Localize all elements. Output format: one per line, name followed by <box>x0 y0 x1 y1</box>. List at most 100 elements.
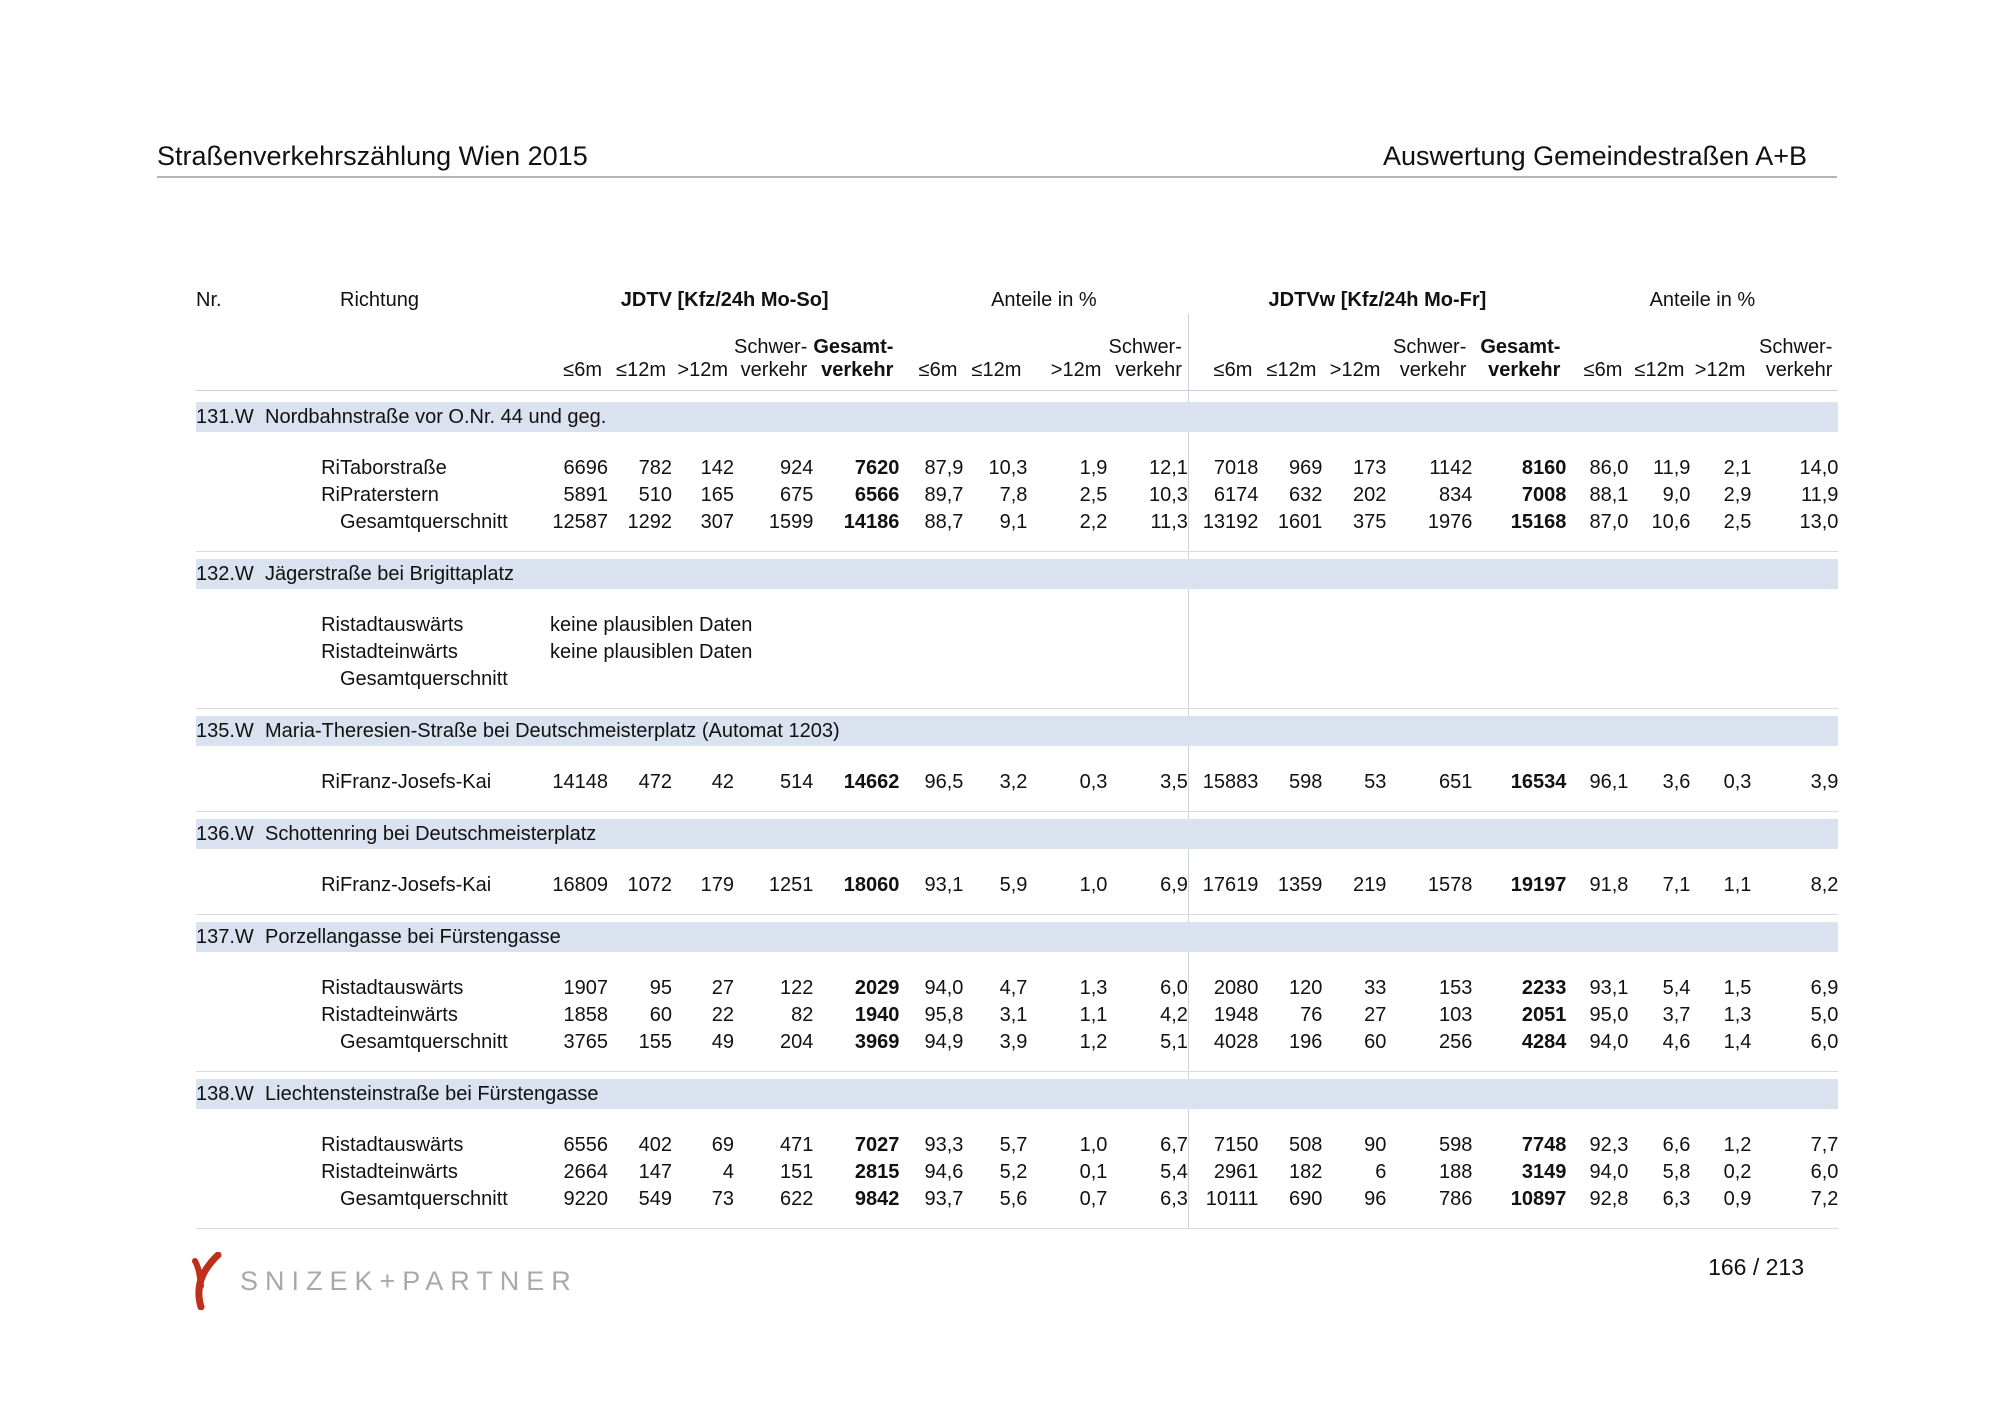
cell-richtung: Gesamtquerschnitt <box>340 1187 508 1210</box>
cell-value: 22 <box>711 1003 734 1026</box>
cell-value: 2029 <box>854 976 900 999</box>
section-header-row: 132.W Jägerstraße bei Brigittaplatz <box>196 559 1839 589</box>
cell-value: 86,0 <box>1589 456 1629 479</box>
cell-value: 5891 <box>563 483 609 506</box>
table-data-row: Ri stadtauswärts 1907 95 27 122 2029 94,0 4,7 1,3… <box>196 974 1838 1001</box>
cell-value: 1,1 <box>1079 1003 1108 1026</box>
cell-value: 1907 <box>563 976 609 999</box>
spacer-row <box>196 1071 1839 1079</box>
col-header-ri <box>265 270 340 314</box>
cell-value: 402 <box>638 1133 672 1156</box>
cell-value: 10,6 <box>1651 510 1691 533</box>
cell-value: 0,1 <box>1079 1160 1108 1183</box>
spacer-cell <box>196 914 1188 922</box>
cell-richtung: stadtauswärts <box>340 976 464 999</box>
cell-value: 14186 <box>843 510 900 533</box>
cell-value: 151 <box>779 1160 814 1183</box>
cell-empty <box>196 768 265 795</box>
cell-value: 4,7 <box>999 976 1028 999</box>
cell-value: 598 <box>1289 770 1323 793</box>
cell-value: 472 <box>638 770 672 793</box>
spacer-cell <box>196 692 1189 709</box>
cell-value: 91,8 <box>1589 873 1629 896</box>
cell-empty <box>1187 638 1839 665</box>
cell-value: 11,9 <box>1652 456 1691 479</box>
cell-value: 95,0 <box>1589 1003 1629 1026</box>
cell-value: 6,0 <box>1160 976 1188 999</box>
section-title: Liechtensteinstraße bei Fürstengasse <box>265 1079 1839 1109</box>
cell-value: 12587 <box>552 510 608 533</box>
spacer-cell <box>196 390 1188 402</box>
cell-empty <box>196 665 265 692</box>
cell-value: 969 <box>1289 456 1323 479</box>
cell-richtung: stadtauswärts <box>340 1133 464 1156</box>
cell-value: 5,6 <box>999 1187 1028 1210</box>
spacer-cell <box>1187 432 1839 454</box>
spacer-row <box>196 1212 1839 1229</box>
spacer-cell <box>1187 589 1839 611</box>
section-title: Porzellangasse bei Fürstengasse <box>265 922 1839 952</box>
cell-empty <box>963 665 1027 692</box>
spacer-row <box>196 535 1839 552</box>
cell-ri: Ri <box>321 1160 340 1183</box>
cell-value: 188 <box>1439 1160 1473 1183</box>
cell-value: 1599 <box>768 510 814 533</box>
cell-value: 1,4 <box>1723 1030 1752 1053</box>
cell-value: 2080 <box>1187 974 1259 1001</box>
section-132.W: 132.W Jägerstraße bei Brigittaplatz Ri stad… <box>196 551 1839 709</box>
cell-value: 93,1 <box>924 873 964 896</box>
cell-value: 182 <box>1289 1160 1323 1183</box>
subheader-col: Gesamt- verkehr <box>1472 314 1567 391</box>
cell-value: 27 <box>1364 1003 1387 1026</box>
cell-value: 690 <box>1289 1187 1323 1210</box>
section-number: 135.W <box>196 716 265 746</box>
spacer-row <box>196 898 1839 915</box>
cell-value: 17619 <box>1187 871 1259 898</box>
column-group-header-row: Nr. Richtung JDTV [Kfz/24h Mo-So] Anteile i… <box>196 270 1838 314</box>
spacer-cell <box>1187 708 1839 716</box>
col-group-1: Anteile in % <box>991 289 1097 311</box>
cell-value: 204 <box>779 1030 814 1053</box>
spacer-row <box>196 1109 1839 1131</box>
cell-value: 60 <box>1364 1030 1387 1053</box>
section-135.W: 135.W Maria-Theresien-Straße bei Deutschm… <box>196 708 1839 812</box>
cell-empty <box>1690 665 1751 692</box>
cell-empty <box>1386 665 1472 692</box>
cell-no-data-note: keine plausiblen Daten <box>550 613 753 636</box>
cell-value: 88,1 <box>1589 483 1629 506</box>
cell-value: 6,0 <box>1810 1160 1839 1183</box>
cell-value: 93,3 <box>924 1133 964 1156</box>
cell-value: 3,5 <box>1160 770 1188 793</box>
cell-value: 7018 <box>1187 454 1259 481</box>
cell-value: 13,0 <box>1799 510 1839 533</box>
section-number: 137.W <box>196 922 265 952</box>
cell-empty <box>196 508 265 535</box>
cell-value: 153 <box>1439 976 1473 999</box>
cell-value: 90 <box>1364 1133 1387 1156</box>
cell-value: 1948 <box>1187 1001 1259 1028</box>
cell-value: 7748 <box>1521 1133 1567 1156</box>
cell-value: 6,6 <box>1662 1133 1691 1156</box>
cell-value: 307 <box>700 510 734 533</box>
spacer-cell <box>1187 692 1839 709</box>
cell-no-data-note: keine plausiblen Daten <box>550 640 753 663</box>
cell-value: 94,6 <box>924 1160 964 1183</box>
cell-value: 11,3 <box>1150 510 1188 533</box>
cell-ri: Ri <box>321 640 340 663</box>
cell-value: 13192 <box>1187 508 1259 535</box>
cell-value: 5,4 <box>1662 976 1691 999</box>
cell-value: 202 <box>1353 483 1387 506</box>
cell-value: 1940 <box>854 1003 900 1026</box>
cell-value: 14148 <box>552 770 608 793</box>
table-data-row: Ri Franz-Josefs-Kai 14148 472 42 514 14662 96,5… <box>196 768 1838 795</box>
subheader-col: ≤6m <box>1187 314 1259 391</box>
subheader-col: >12m <box>1322 314 1387 391</box>
cell-value: 33 <box>1364 976 1387 999</box>
spacer-cell <box>1187 1109 1839 1131</box>
cell-value: 9,1 <box>999 510 1028 533</box>
spacer-cell <box>1187 1212 1839 1229</box>
subheader-col: >12m <box>1027 314 1108 391</box>
cell-value: 1,9 <box>1079 456 1108 479</box>
table-data-row: Ri Praterstern 5891 510 165 675 6566 89,7 7,8 2,5… <box>196 481 1838 508</box>
cell-value: 6,0 <box>1810 1030 1839 1053</box>
